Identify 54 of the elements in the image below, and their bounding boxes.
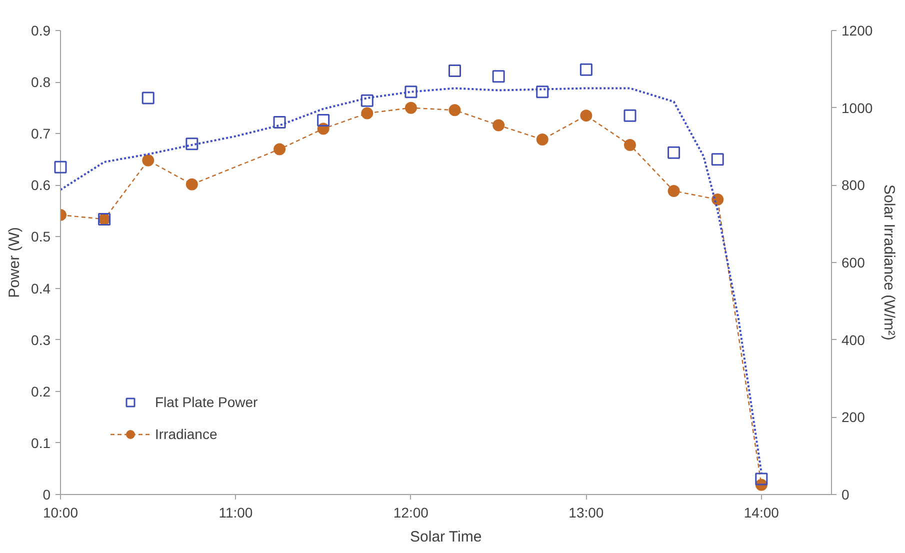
point [580,63,592,76]
point [448,104,461,116]
point [360,94,374,107]
point [448,64,462,77]
point [142,92,154,104]
x-tick-label: 10:00 [42,504,78,520]
point [186,178,198,190]
y-tick-label: 0.5 [31,228,51,245]
x-axis-title: Solar Time [410,528,482,546]
point [711,153,724,166]
point [492,70,505,83]
point [142,154,154,166]
point [274,143,286,156]
point [404,86,418,98]
y2-tick-label: 400 [842,332,866,348]
y2-tick-label: 1000 [842,100,873,116]
y-axis-title: Power (W) [6,227,24,298]
point [186,138,198,150]
y2-tick-label: 800 [842,177,866,194]
point [54,160,67,174]
y2-tick-label: 200 [842,409,866,426]
point [668,146,680,159]
x-tick-label: 13:00 [568,504,604,520]
y2-tick-label: 1200 [842,22,873,38]
point [580,110,592,122]
y-tick-label: 0.2 [31,383,51,400]
point [624,109,636,122]
point [668,184,680,197]
y-tick-label: 0.8 [31,74,51,90]
y-tick-label: 0.4 [31,280,51,296]
y-tick-label: 0.9 [31,22,51,38]
y-tick-label: 0.3 [31,332,51,348]
y-tick-label: 0.6 [31,177,51,194]
y-tick-label: 0 [42,486,51,502]
point [624,138,636,151]
point [536,134,548,146]
legend-label: Irradiance [155,426,218,442]
y2-axis-title: Solar Irradiance (W/m²) [880,184,898,340]
x-tick-label: 11:00 [218,504,253,520]
point [712,193,724,206]
point [404,102,417,114]
point [273,116,286,129]
y2-tick-label: 600 [842,254,866,270]
y2-tick-label: 0 [842,486,850,502]
point [755,472,768,486]
point [492,119,505,132]
point [361,107,374,120]
legend-label: Flat Plate Power [155,394,258,410]
point [317,114,330,126]
x-tick-label: 12:00 [393,504,429,520]
x-tick-label: 14:00 [744,504,780,520]
y-tick-label: 0.7 [31,126,51,142]
point [536,86,549,98]
y-tick-label: 0.1 [31,434,51,451]
